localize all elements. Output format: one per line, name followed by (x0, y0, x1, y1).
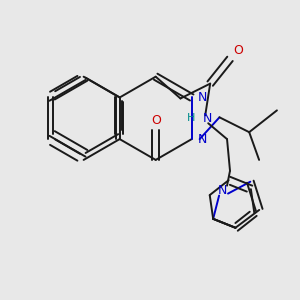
Text: N: N (198, 133, 207, 146)
Text: O: O (151, 114, 160, 127)
Text: H: H (187, 113, 196, 123)
Text: O: O (233, 44, 243, 57)
Text: N: N (198, 91, 207, 104)
Text: N: N (218, 184, 227, 197)
Text: N: N (202, 112, 212, 125)
